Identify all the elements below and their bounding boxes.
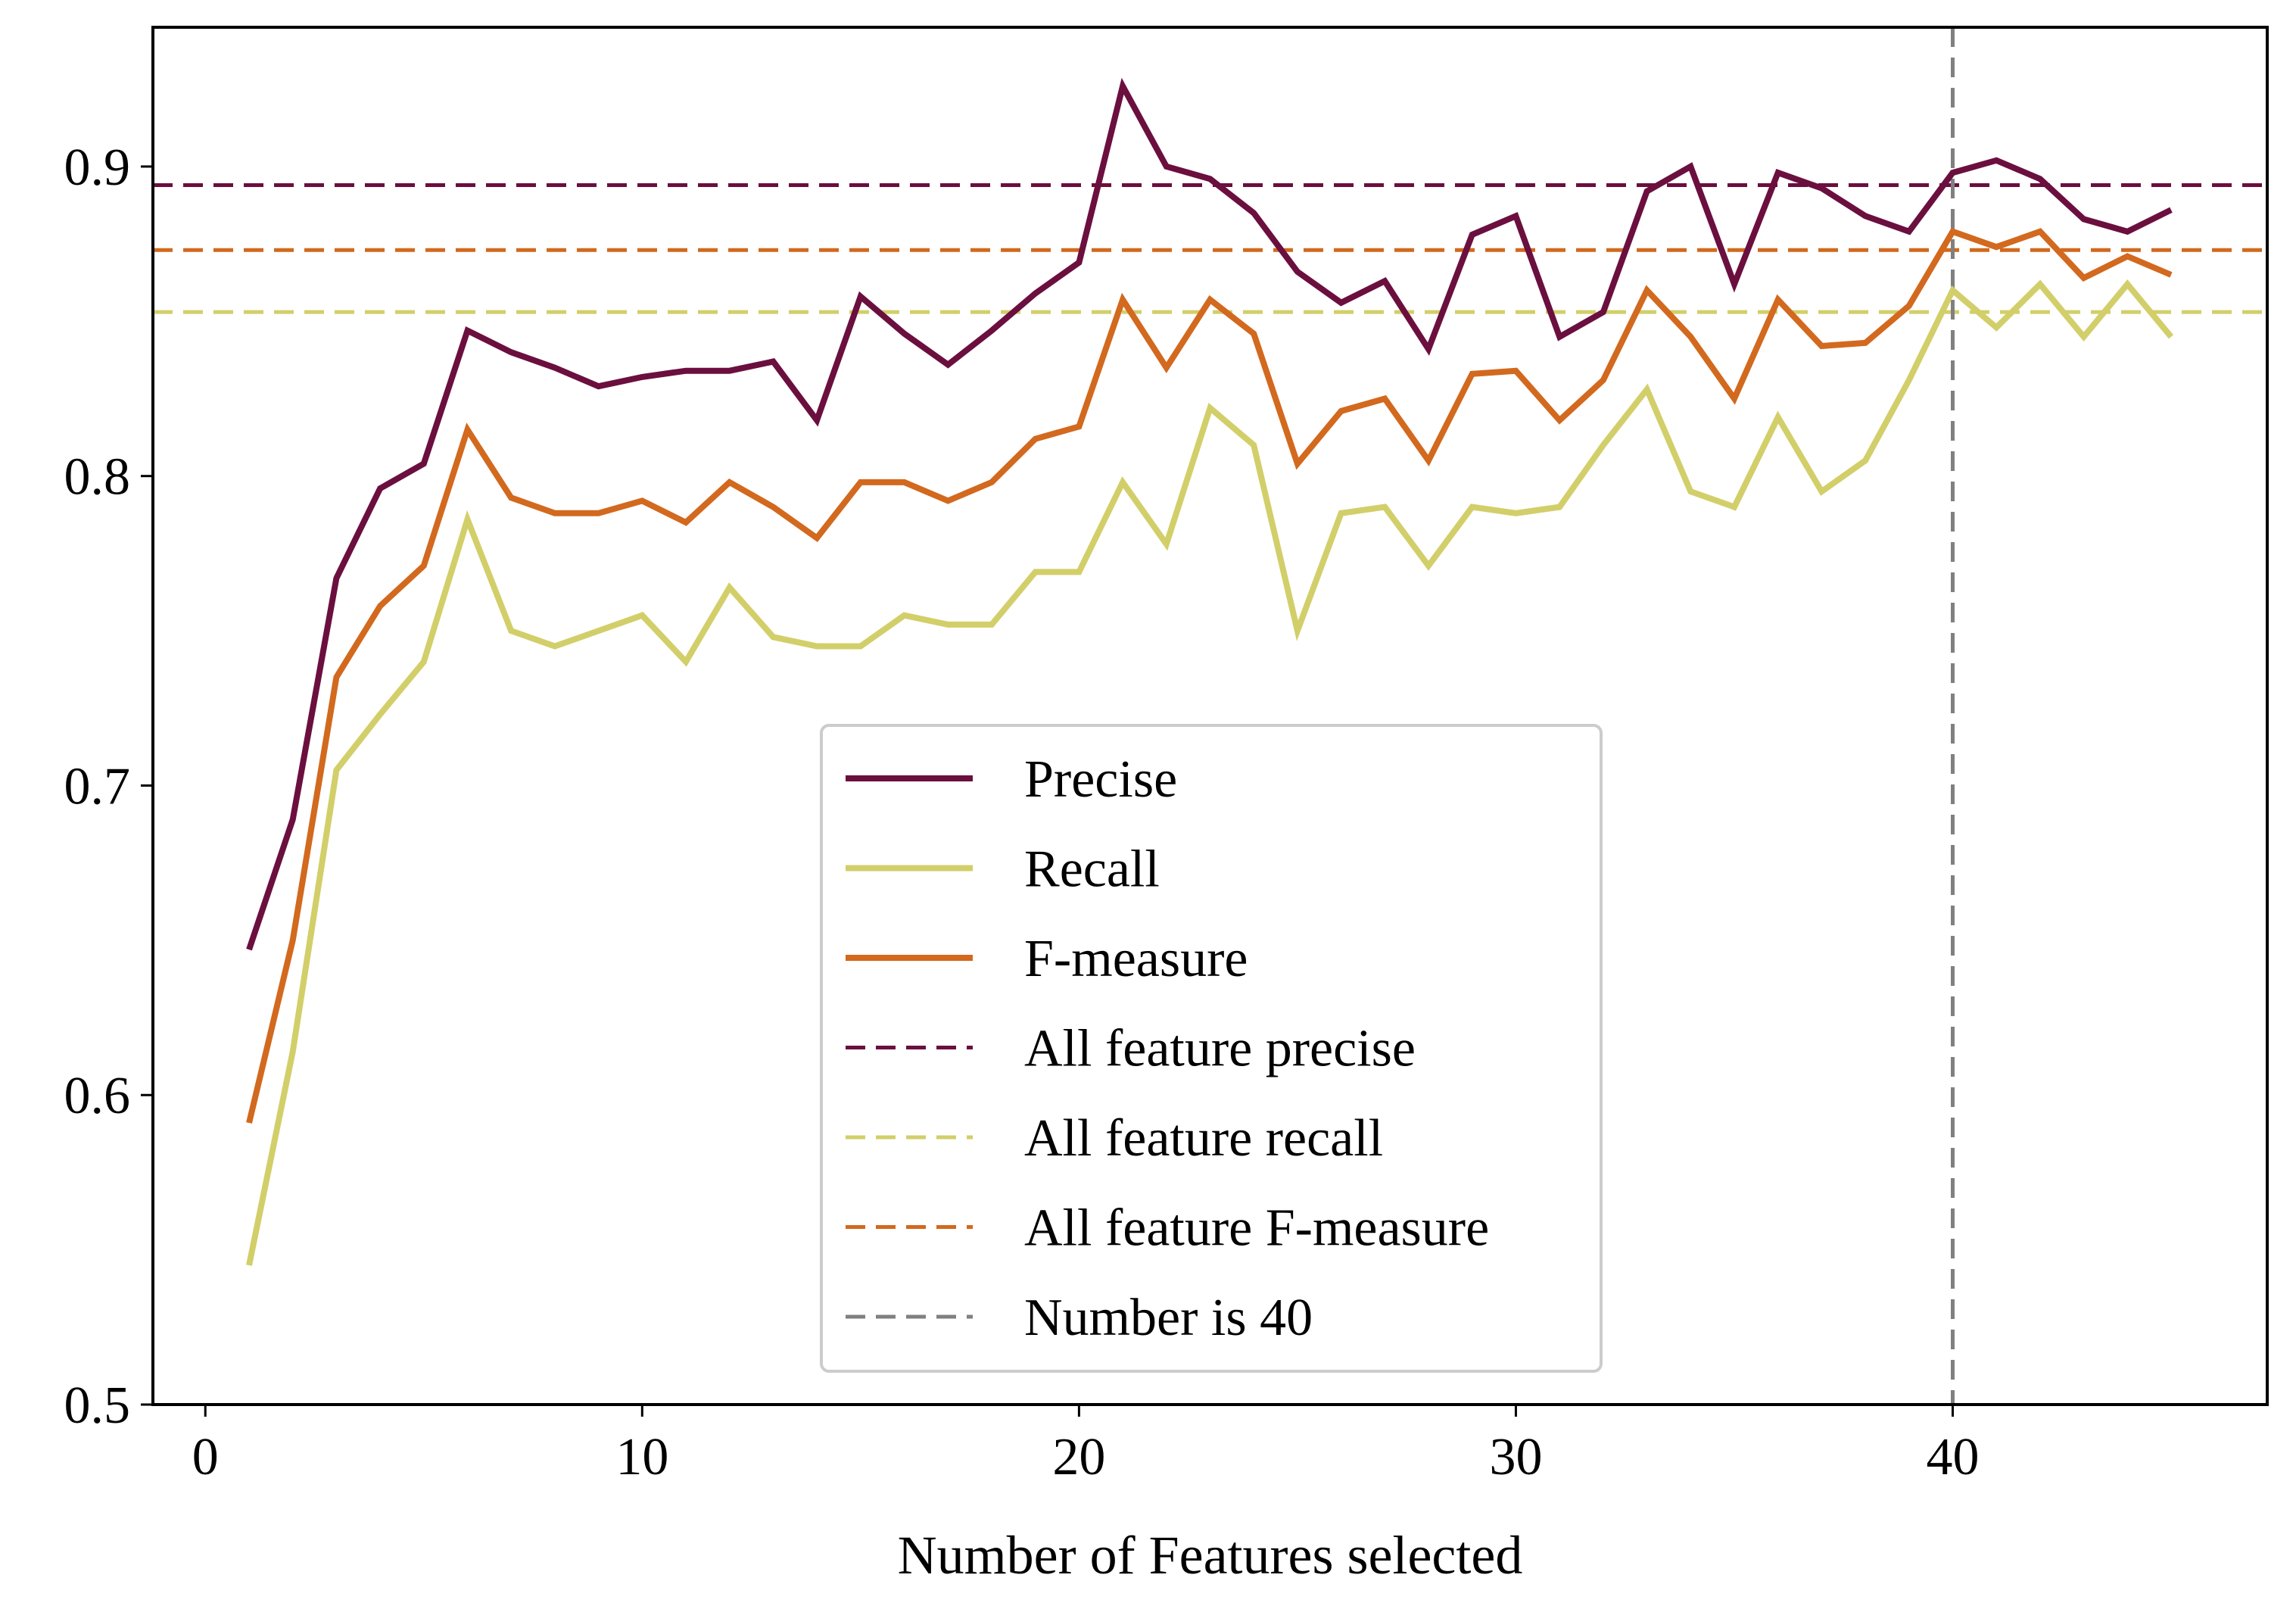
x-tick-label: 30 bbox=[1489, 1428, 1542, 1486]
legend: Precise Recall F-measure All feature precis… bbox=[820, 724, 1603, 1373]
x-tick-label: 10 bbox=[615, 1428, 668, 1486]
series-line-recall bbox=[246, 279, 2174, 1266]
plot-frame bbox=[151, 26, 2269, 1406]
y-axis: 0.5 0.6 0.7 0.8 0.9 bbox=[64, 139, 153, 1435]
y-tick-label: 0.9 bbox=[64, 139, 131, 197]
legend-box bbox=[820, 724, 1603, 1373]
series-line-precise bbox=[246, 77, 2173, 951]
reference-lines bbox=[153, 27, 2267, 1405]
legend-label-all-feature-f-measure: All feature F-measure bbox=[1024, 1199, 1489, 1258]
y-tick-label: 0.5 bbox=[64, 1377, 131, 1435]
legend-label-all-feature-recall: All feature recall bbox=[1024, 1109, 1383, 1168]
y-tick-label: 0.8 bbox=[64, 448, 131, 507]
x-axis: 0 10 20 30 40 bbox=[192, 1405, 1980, 1486]
legend-label-all-feature-precise: All feature precise bbox=[1024, 1020, 1416, 1078]
y-tick-label: 0.6 bbox=[64, 1067, 131, 1125]
legend-label-f-measure: F-measure bbox=[1024, 930, 1248, 988]
x-tick-label: 0 bbox=[192, 1428, 219, 1486]
x-tick-label: 40 bbox=[1927, 1428, 1980, 1486]
y-tick-label: 0.7 bbox=[64, 757, 131, 815]
legend-label-precise: Precise bbox=[1024, 750, 1177, 809]
series-lines bbox=[246, 77, 2174, 1266]
series-line-f-measure bbox=[246, 227, 2173, 1124]
x-tick-label: 20 bbox=[1052, 1428, 1105, 1486]
legend-label-recall: Recall bbox=[1024, 840, 1160, 899]
legend-label-number-is-40: Number is 40 bbox=[1024, 1289, 1313, 1347]
x-axis-label: Number of Features selected bbox=[898, 1525, 1523, 1586]
